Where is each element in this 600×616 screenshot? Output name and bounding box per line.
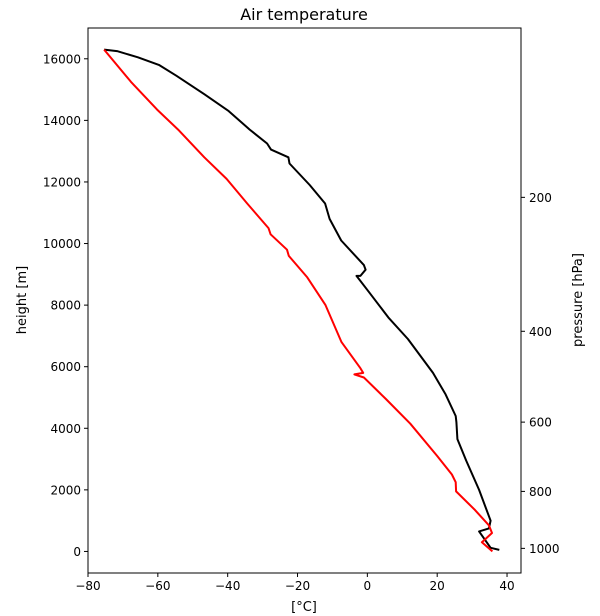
- x-tick-label: 0: [364, 579, 372, 593]
- y2-axis-ticks: 1000 800 600 400 200: [521, 191, 560, 556]
- y-axis-label: height [m]: [15, 266, 30, 334]
- x-tick-label: −40: [215, 579, 240, 593]
- y2-tick-label: 600: [529, 416, 552, 430]
- y2-tick-label: 400: [529, 325, 552, 339]
- x-tick-label: 40: [499, 579, 514, 593]
- y-tick-label: 14000: [43, 114, 81, 128]
- plot-frame: [87, 27, 522, 574]
- y-tick-label: 10000: [43, 237, 81, 251]
- chart-title: Air temperature: [240, 5, 368, 24]
- series-line-2: [103, 48, 494, 553]
- series-line-1: [103, 48, 500, 551]
- y-tick-label: 12000: [43, 175, 81, 189]
- y2-tick-label: 1000: [529, 542, 560, 556]
- series-layer: [103, 48, 500, 553]
- x-axis-ticks: −80 −60 −40 −20 0 20 40: [75, 573, 515, 593]
- y-tick-label: 2000: [50, 483, 81, 497]
- x-tick-label: −20: [285, 579, 310, 593]
- y2-tick-label: 200: [529, 191, 552, 205]
- y2-axis-label: pressure [hPa]: [571, 253, 586, 347]
- y-axis-ticks: 0 2000 4000 6000 8000 10000 12000 14000 16000: [43, 52, 88, 559]
- y-tick-label: 6000: [50, 360, 81, 374]
- y2-tick-label: 800: [529, 485, 552, 499]
- x-tick-label: −80: [75, 579, 100, 593]
- x-axis-label: [°C]: [291, 600, 317, 615]
- y-tick-label: 16000: [43, 52, 81, 66]
- y-tick-label: 4000: [50, 422, 81, 436]
- x-tick-label: 20: [430, 579, 445, 593]
- y-tick-label: 0: [73, 545, 81, 559]
- x-tick-label: −60: [145, 579, 170, 593]
- y-tick-label: 8000: [50, 299, 81, 313]
